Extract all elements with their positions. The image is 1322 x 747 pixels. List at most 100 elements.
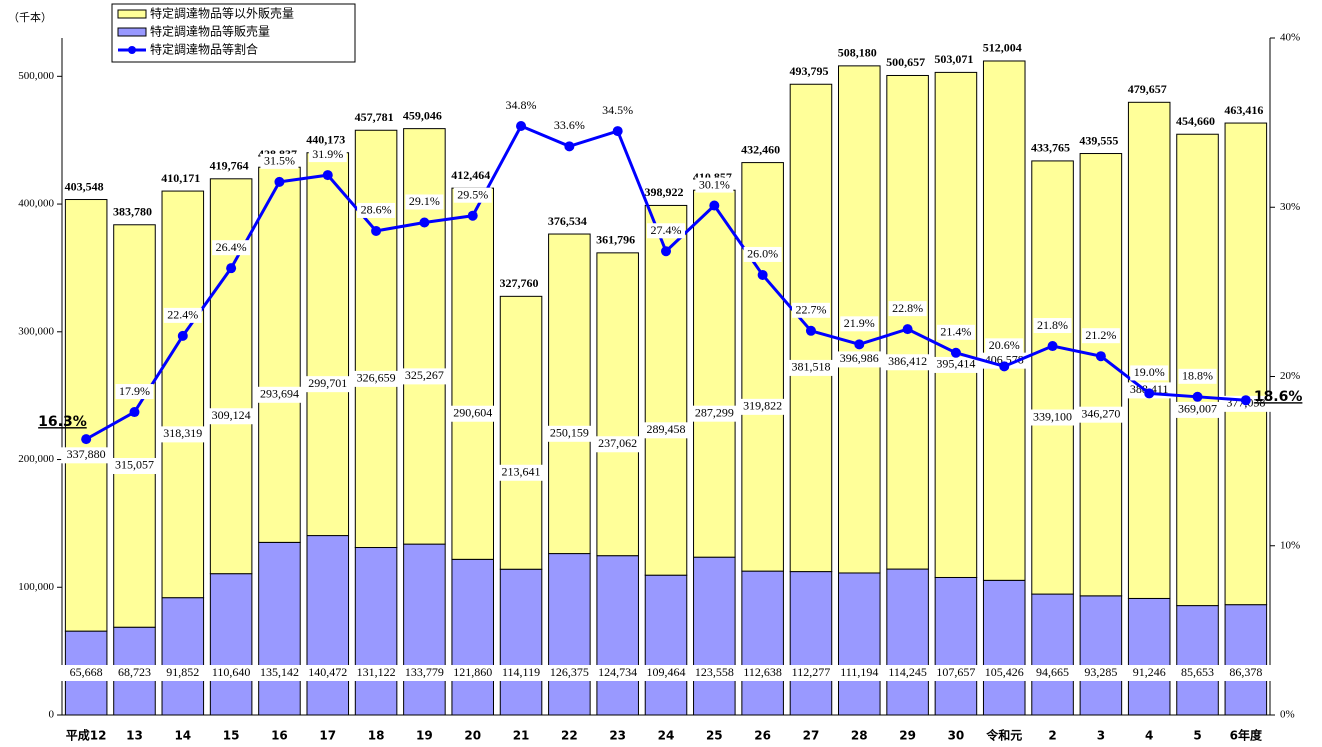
value-label: 110,640 <box>212 665 251 679</box>
x-tick-label: 6年度 <box>1230 728 1263 743</box>
value-label-bg <box>743 246 782 262</box>
line-point <box>467 210 478 221</box>
value-label: 18.6% <box>1254 389 1303 405</box>
line-point <box>661 246 671 257</box>
x-tick-label: 13 <box>126 729 143 743</box>
total-label: 479,657 <box>1128 82 1167 96</box>
total-label: 361,796 <box>596 233 635 247</box>
value-label-group: 94,665 <box>1027 665 1078 681</box>
value-label: 326,659 <box>357 371 396 385</box>
bar-segment <box>258 541 301 716</box>
value-label-group: 22.8% <box>888 301 927 317</box>
value-label-group: 34.5% <box>598 103 637 119</box>
value-label-bg <box>1178 368 1217 384</box>
value-label: 18.8% <box>1182 369 1213 383</box>
value-label: 29.1% <box>409 194 440 208</box>
y-tick-label: 400,000 <box>18 198 54 210</box>
value-label-bg <box>1172 401 1223 418</box>
value-label: 65,668 <box>70 665 103 679</box>
y2-tick-label: 40% <box>1280 32 1300 44</box>
legend-swatch <box>117 27 147 37</box>
total-label: 376,534 <box>548 214 587 228</box>
total-label: 459,046 <box>403 108 442 122</box>
value-label-group: 65,668 <box>61 665 112 681</box>
value-label-group: 337,880 <box>61 447 112 464</box>
legend-box <box>111 3 356 63</box>
value-label: 381,518 <box>791 360 830 374</box>
value-label-bg <box>447 405 498 422</box>
value-label-bg <box>447 665 498 681</box>
value-label-bg <box>979 352 1030 369</box>
value-label-group: 114,119 <box>496 665 547 681</box>
value-label: 337,880 <box>67 447 106 461</box>
bar-segment <box>451 558 494 716</box>
value-label-bg <box>834 665 885 681</box>
value-label: 21.8% <box>1037 318 1068 332</box>
value-label: 16.3% <box>38 414 87 430</box>
value-label: 250,159 <box>550 426 589 440</box>
bar-segment <box>693 556 736 716</box>
value-label: 135,142 <box>260 665 299 679</box>
value-label: 114,245 <box>888 665 927 679</box>
x-tick-label: 平成12 <box>66 728 107 743</box>
value-label-group: 107,657 <box>930 665 981 681</box>
bar-segment <box>886 568 929 716</box>
y-tick-label: 0 <box>49 709 55 721</box>
line-point <box>516 121 527 132</box>
value-label: 19.0% <box>1134 365 1165 379</box>
value-label-bg <box>357 202 396 218</box>
value-label: 30.1% <box>699 177 730 191</box>
line-point <box>854 339 865 350</box>
value-label-group: 237,062 <box>592 436 643 453</box>
bar-segment <box>934 576 978 716</box>
value-label-group: 369,007 <box>1172 401 1223 418</box>
value-label-group: 121,860 <box>447 665 498 681</box>
value-label-bg <box>254 665 305 681</box>
value-label: 86,378 <box>1229 665 1262 679</box>
value-label: 124,734 <box>598 665 637 679</box>
value-label-group: 114,245 <box>882 665 933 681</box>
y-tick-label: 100,000 <box>18 581 54 593</box>
line-point <box>1240 395 1251 406</box>
x-tick-label: 15 <box>223 729 240 743</box>
value-label: 17.9% <box>119 384 150 398</box>
value-label-group: 250,159 <box>544 426 595 442</box>
value-label-bg <box>109 665 160 681</box>
value-label-group: 110,640 <box>206 665 257 681</box>
line-point <box>1144 388 1155 399</box>
y2-tick-label: 30% <box>1280 201 1300 213</box>
bar-segment <box>451 187 494 560</box>
value-label-bg <box>254 386 305 403</box>
total-label: 433,765 <box>1031 141 1070 155</box>
bar-segment <box>499 295 543 570</box>
value-label: 31.9% <box>312 147 343 161</box>
line-point <box>322 170 333 181</box>
value-label-group: 131,122 <box>351 665 402 681</box>
value-label-group: 20.6% <box>985 338 1024 354</box>
value-label: 123,558 <box>695 665 734 679</box>
value-label-bg <box>1027 409 1078 426</box>
x-tick-label: 22 <box>561 729 578 743</box>
value-label-bg <box>840 316 879 332</box>
value-label: 20.6% <box>989 338 1020 352</box>
value-label-group: 19.0% <box>1130 365 1169 381</box>
value-label-bg <box>399 368 450 385</box>
value-label-bg <box>985 338 1024 354</box>
value-label: 29.5% <box>457 187 488 201</box>
bar-segment <box>1176 605 1219 716</box>
value-label: 121,860 <box>453 665 492 679</box>
value-label: 237,062 <box>598 436 637 450</box>
total-label: 432,460 <box>741 142 780 156</box>
line-point <box>81 434 92 445</box>
bar-segment <box>982 60 1026 581</box>
total-label: 410,171 <box>161 171 200 185</box>
value-label: 131,122 <box>357 665 396 679</box>
line-point <box>612 126 623 137</box>
value-label: 91,852 <box>166 665 199 679</box>
x-tick-label: 3 <box>1097 729 1105 743</box>
value-label-bg <box>834 351 885 368</box>
value-label-bg <box>1124 665 1175 681</box>
bar-segment <box>1127 101 1171 599</box>
value-label-bg <box>260 153 299 169</box>
value-label: 293,694 <box>260 387 299 401</box>
